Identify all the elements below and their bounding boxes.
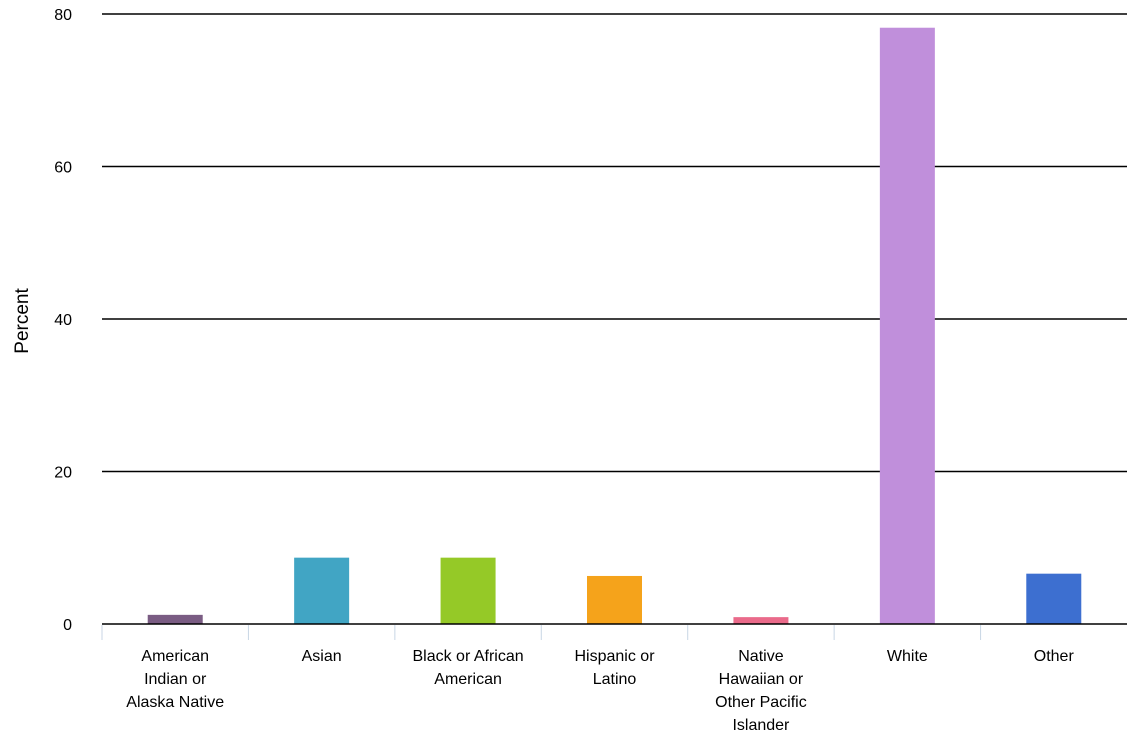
bar-3 <box>587 575 642 624</box>
x-category-label: Asian <box>302 648 342 665</box>
bar-1 <box>294 557 350 624</box>
y-tick-label: 0 <box>63 617 72 634</box>
bar-4 <box>733 617 789 624</box>
y-tick-label: 20 <box>54 465 72 482</box>
bar-5 <box>879 27 935 625</box>
x-category-label: Hispanic or Latino <box>574 648 655 688</box>
bar-0 <box>147 614 203 624</box>
y-tick-label: 40 <box>54 312 72 329</box>
gridlines <box>102 13 1127 473</box>
x-category-label: Black or African American <box>412 648 523 688</box>
x-category-label: White <box>887 648 928 665</box>
bar-6 <box>1026 573 1082 624</box>
x-category-label: American Indian or Alaska Native <box>126 648 224 711</box>
x-category-label: Other <box>1034 648 1075 665</box>
y-axis-title: Percent <box>12 288 33 354</box>
x-axis-labels: American Indian or Alaska Native Asian Black… <box>126 648 1074 734</box>
x-axis <box>101 623 1127 640</box>
y-axis-ticks: 0 20 40 60 80 <box>54 7 72 634</box>
x-category-label: Native Hawaiian or Other Pacific Islander <box>715 648 807 734</box>
bar-2 <box>440 557 496 624</box>
bars <box>147 27 1082 625</box>
y-tick-label: 80 <box>54 7 72 24</box>
y-tick-label: 60 <box>54 160 72 177</box>
